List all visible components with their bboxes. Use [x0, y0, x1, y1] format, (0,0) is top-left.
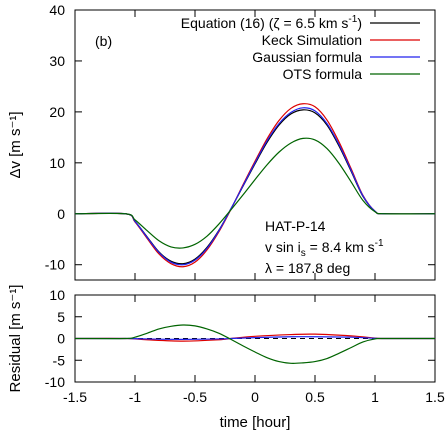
bottom-x-tick-label: 1: [371, 389, 379, 405]
top-y-tick-label: -10: [45, 257, 65, 273]
residual-panel: -10 -5 0 5 10 -1.5 -1 -0.5 0 0.5 1 1.5 Residual [m s…: [7, 285, 445, 431]
bottom-y-tick-label: 10: [49, 287, 65, 303]
annotation-lambda: λ = 187.8 deg: [265, 260, 350, 276]
annotation-planet: HAT-P-14: [265, 218, 326, 234]
bottom-y-tick-label: 0: [57, 331, 65, 347]
legend-entry: Keck Simulation: [262, 32, 362, 48]
residual-series-line: [74, 336, 436, 340]
bottom-x-tick-label: -1: [129, 389, 142, 405]
panel-label: (b): [95, 33, 112, 49]
top-y-tick-label: 0: [57, 206, 65, 222]
bottom-x-tick-label: 1.5: [425, 389, 445, 405]
bottom-y-tick-label: -10: [45, 374, 65, 390]
bottom-y-axis-label: Residual [m s⁻¹]: [7, 285, 24, 393]
residual-series-line: [74, 324, 436, 364]
series-line-gaussian-formula: [74, 107, 436, 266]
legend-entry: OTS formula: [283, 66, 363, 82]
top-y-tick-label: 10: [49, 155, 65, 171]
series-line-ots-formula: [74, 137, 436, 249]
legend-entry: Gaussian formula: [252, 49, 362, 65]
bottom-x-tick-label: 0: [251, 389, 259, 405]
x-axis-label: time [hour]: [220, 414, 291, 431]
annotation-vsini: v sin is = 8.4 km s-1: [265, 238, 384, 259]
top-y-tick-label: 40: [49, 2, 65, 18]
bottom-y-tick-label: 5: [57, 309, 65, 325]
top-y-tick-label: 20: [49, 104, 65, 120]
legend-entry: Equation (16) (ζ = 6.5 km s-1): [181, 14, 362, 31]
series-line-keck-simulation: [74, 103, 436, 268]
top-y-tick-label: 30: [49, 53, 65, 69]
bottom-y-tick-label: -5: [53, 352, 66, 368]
bottom-x-tick-label: 0.5: [305, 389, 325, 405]
top-y-axis-label: Δv [m s⁻¹]: [7, 111, 24, 178]
rm-velocity-panel: -10 0 10 20 30 40 Δv [m s⁻¹] (b) Equation (16) (…: [7, 2, 436, 281]
bottom-x-tick-label: -0.5: [183, 389, 207, 405]
bottom-x-tick-label: -1.5: [63, 389, 87, 405]
